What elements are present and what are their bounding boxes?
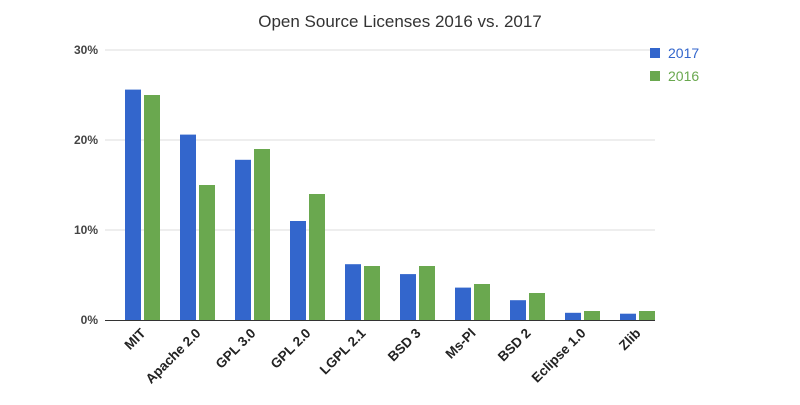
bar-2017-gpl-3-0 xyxy=(235,159,251,320)
bar-2017-eclipse-1-0 xyxy=(565,312,581,320)
bar-2017-ms-pl xyxy=(455,287,471,320)
bar-2017-bsd-2 xyxy=(510,300,526,320)
x-category-label: BSD 2 xyxy=(495,326,534,365)
bar-2016-ms-pl xyxy=(474,284,490,320)
bar-2016-mit xyxy=(144,95,160,320)
bar-2016-eclipse-1-0 xyxy=(584,311,600,320)
legend-label: 2016 xyxy=(668,68,699,84)
x-category-label: Eclipse 1.0 xyxy=(529,326,589,386)
y-tick-label: 0% xyxy=(81,313,99,327)
y-tick-label: 10% xyxy=(74,223,98,237)
x-category-label: Apache 2.0 xyxy=(143,326,204,387)
legend-label: 2017 xyxy=(668,45,699,61)
x-category-label: LGPL 2.1 xyxy=(317,325,369,377)
bar-2017-zlib xyxy=(620,313,636,320)
bar-2016-zlib xyxy=(639,311,655,320)
x-category-label: Ms-Pl xyxy=(443,326,479,362)
x-category-label: GPL 3.0 xyxy=(213,326,259,372)
bar-2017-lgpl-2-1 xyxy=(345,264,361,320)
y-axis-tick-labels: 0% 10% 20% 30% xyxy=(74,43,98,327)
legend: 2017 2016 xyxy=(650,45,699,84)
x-category-label: Zlib xyxy=(616,326,644,354)
bar-2017-gpl-2-0 xyxy=(290,221,306,320)
bar-2016-gpl-3-0 xyxy=(254,149,270,320)
chart-title: Open Source Licenses 2016 vs. 2017 xyxy=(258,12,542,31)
gridlines xyxy=(105,49,655,231)
x-category-label: GPL 2.0 xyxy=(268,326,314,372)
bar-2016-lgpl-2-1 xyxy=(364,266,380,320)
bar-2016-bsd-3 xyxy=(419,266,435,320)
x-category-label: MIT xyxy=(122,325,150,353)
x-category-label: BSD 3 xyxy=(385,325,424,364)
bar-2016-bsd-2 xyxy=(529,293,545,320)
bar-2017-apache-2-0 xyxy=(180,134,196,320)
legend-swatch xyxy=(650,71,660,81)
y-tick-label: 30% xyxy=(74,43,98,57)
bars xyxy=(125,89,655,320)
bar-2016-apache-2-0 xyxy=(199,185,215,320)
legend-swatch xyxy=(650,48,660,58)
bar-2016-gpl-2-0 xyxy=(309,194,325,320)
y-tick-label: 20% xyxy=(74,133,98,147)
bar-2017-mit xyxy=(125,89,141,320)
bar-2017-bsd-3 xyxy=(400,274,416,320)
